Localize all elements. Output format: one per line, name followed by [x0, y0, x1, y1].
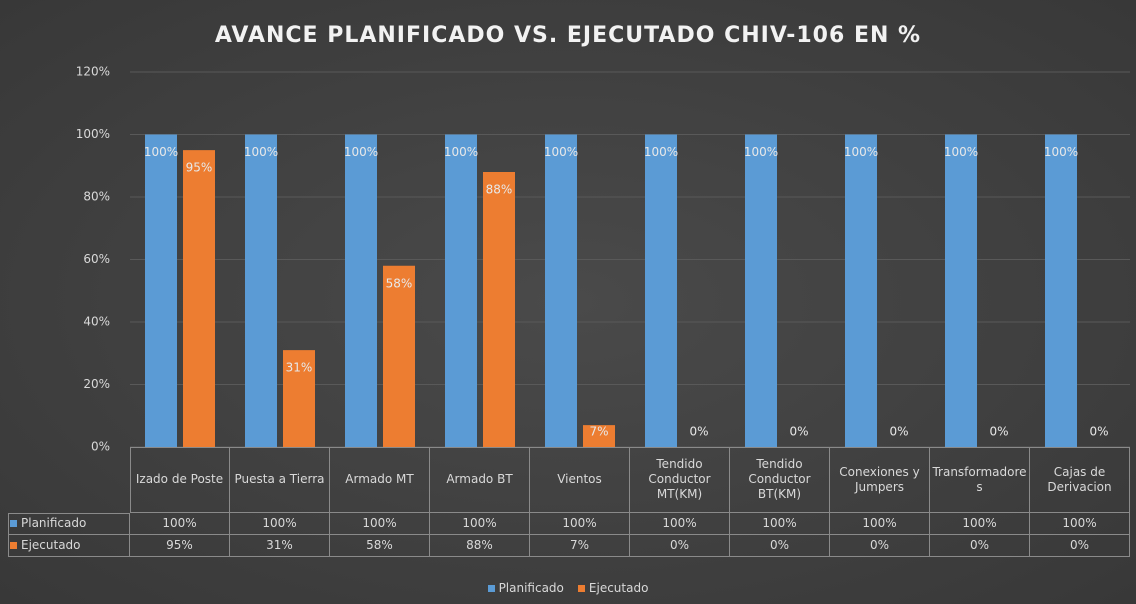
bar [545, 134, 577, 447]
data-label: 88% [486, 183, 513, 197]
data-label: 100% [144, 145, 178, 159]
data-label: 0% [1089, 425, 1108, 439]
bar [283, 350, 315, 447]
bar [645, 134, 677, 447]
bar [945, 134, 977, 447]
bar [183, 150, 215, 447]
bar [583, 425, 615, 447]
data-label: 100% [544, 145, 578, 159]
y-tick-label: 60% [83, 252, 110, 266]
bar [845, 134, 877, 447]
data-label: 100% [944, 145, 978, 159]
bar [745, 134, 777, 447]
bar [445, 134, 477, 447]
y-tick-label: 0% [91, 440, 110, 454]
bar [383, 265, 415, 447]
bar [1045, 134, 1077, 447]
data-label: 100% [1044, 145, 1078, 159]
data-label: 100% [744, 145, 778, 159]
y-tick-label: 20% [83, 377, 110, 391]
data-label: 31% [286, 361, 313, 375]
y-tick-label: 100% [76, 127, 110, 141]
data-label: 100% [644, 145, 678, 159]
data-label: 100% [444, 145, 478, 159]
data-label: 100% [844, 145, 878, 159]
data-label: 0% [989, 425, 1008, 439]
chart-title: AVANCE PLANIFICADO VS. EJECUTADO CHIV-10… [215, 23, 921, 48]
bar [145, 134, 177, 447]
y-tick-label: 40% [83, 315, 110, 329]
data-label: 0% [689, 425, 708, 439]
bar [345, 134, 377, 447]
data-label: 100% [244, 145, 278, 159]
data-label: 58% [386, 276, 413, 290]
data-label: 100% [344, 145, 378, 159]
data-label: 0% [789, 425, 808, 439]
data-label: 0% [889, 425, 908, 439]
data-label: 95% [186, 161, 213, 175]
bar [245, 134, 277, 447]
data-label: 7% [589, 425, 608, 439]
y-tick-label: 120% [76, 65, 110, 79]
bar [483, 172, 515, 447]
y-tick-label: 80% [83, 190, 110, 204]
